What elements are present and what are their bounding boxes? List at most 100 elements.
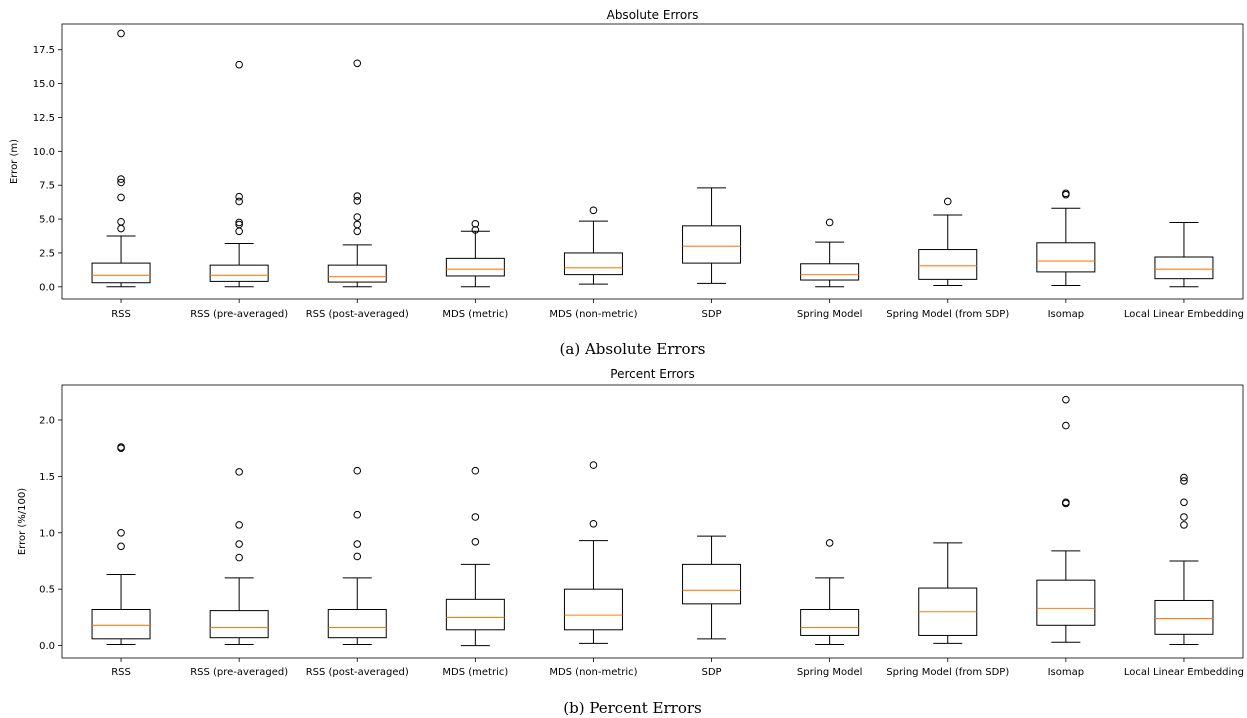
- y-tick-label: 0.0: [39, 282, 55, 293]
- outlier-point: [235, 553, 243, 562]
- outlier-point: [589, 519, 598, 528]
- y-tick-label: 12.5: [33, 113, 55, 124]
- box-mds-metric: [445, 220, 505, 288]
- outlier-point: [471, 513, 480, 521]
- x-tick-label: RSS: [111, 309, 131, 320]
- outlier-point: [943, 197, 952, 206]
- box-rss-pre-averaged: [209, 468, 269, 645]
- box-body: [445, 257, 505, 277]
- x-tick-label: MDS (metric): [442, 309, 508, 320]
- box-body: [91, 262, 151, 284]
- box-sdp: [682, 535, 742, 640]
- box-body: [682, 563, 742, 605]
- x-tick-label: RSS (post-averaged): [306, 309, 409, 320]
- outlier-point: [117, 217, 125, 226]
- box-body: [209, 610, 269, 639]
- outlier-point: [235, 521, 243, 529]
- box-sdp: [682, 187, 742, 284]
- outlier-point: [825, 539, 834, 547]
- outlier-point: [353, 59, 362, 68]
- plot-frame: [61, 23, 1244, 300]
- x-tick-label: RSS (post-averaged): [306, 667, 409, 678]
- outlier-point: [825, 218, 834, 227]
- outlier-point: [235, 60, 243, 69]
- box-body: [327, 264, 387, 283]
- box-rss-pre-averaged: [209, 60, 269, 288]
- y-tick-label: 1.0: [39, 528, 55, 539]
- plot-frame: [61, 384, 1244, 659]
- outlier-point: [353, 540, 362, 548]
- box-body: [1154, 256, 1214, 280]
- outlier-point: [117, 29, 125, 38]
- box-isomap: [1036, 395, 1096, 643]
- box-rss-post-averaged: [327, 59, 387, 288]
- box-body: [563, 588, 623, 631]
- y-axis-label: Error (%/100): [17, 488, 28, 555]
- x-tick-label: RSS: [111, 667, 131, 678]
- box-body: [327, 608, 387, 639]
- outlier-point: [1180, 521, 1188, 529]
- box-spring-model: [800, 218, 860, 288]
- outlier-point: [471, 466, 480, 475]
- outlier-point: [1062, 189, 1070, 198]
- box-local-linear-embedding: [1154, 473, 1214, 645]
- x-tick-label: SDP: [702, 667, 722, 678]
- outlier-point: [589, 461, 598, 469]
- outlier-point: [353, 466, 362, 475]
- outlier-point: [1062, 498, 1070, 507]
- box-mds-metric: [445, 466, 505, 647]
- absolute-errors-panel: Absolute Errors Error (m) 0.0 2.5 5.0 7.5 10.0…: [9, 8, 1244, 358]
- box-body: [209, 264, 269, 282]
- box-rss: [91, 443, 151, 645]
- figure-caption: (b) Percent Errors: [563, 699, 701, 717]
- outlier-point: [589, 206, 598, 215]
- outlier-point: [353, 192, 362, 200]
- outlier-point: [235, 192, 243, 201]
- y-tick-label: 0.5: [39, 585, 55, 596]
- y-tick-label: 15.0: [33, 79, 55, 90]
- outlier-point: [117, 542, 125, 551]
- outlier-point: [235, 227, 243, 236]
- y-axis-label: Error (m): [9, 139, 20, 184]
- x-tick-label: MDS (non-metric): [549, 309, 637, 320]
- outlier-point: [353, 510, 362, 519]
- outlier-point: [117, 178, 125, 187]
- box-body: [445, 598, 505, 631]
- outlier-point: [353, 227, 362, 236]
- outlier-point: [1062, 395, 1070, 404]
- box-spring-model-from-sdp: [918, 542, 978, 644]
- x-tick-label: Isomap: [1048, 309, 1085, 320]
- figure-caption: (a) Absolute Errors: [560, 340, 706, 358]
- y-tick-label: 2.5: [39, 248, 55, 259]
- outlier-point: [235, 197, 243, 206]
- outlier-point: [117, 443, 125, 451]
- y-tick-label: 7.5: [39, 181, 55, 192]
- box-body: [918, 249, 978, 280]
- outlier-point: [1180, 473, 1188, 482]
- box-body: [563, 252, 623, 276]
- outlier-point: [1062, 421, 1070, 430]
- outlier-point: [235, 218, 243, 227]
- outlier-point: [353, 213, 362, 221]
- outlier-point: [235, 220, 243, 229]
- x-tick-label: RSS (pre-averaged): [190, 309, 288, 320]
- box-rss: [91, 29, 151, 288]
- percent-errors-panel: Percent Errors Error (%/100) 0.0 0.5 1.0 1.5 2…: [17, 367, 1244, 717]
- x-tick-label: Spring Model (from SDP): [886, 309, 1009, 320]
- outlier-point: [117, 193, 125, 202]
- outlier-point: [235, 540, 243, 548]
- box-body: [800, 608, 860, 636]
- box-body: [91, 608, 151, 640]
- x-tick-label: Local Linear Embedding: [1124, 309, 1244, 320]
- box-body: [800, 263, 860, 281]
- box-mds-non-metric: [563, 461, 623, 644]
- outlier-point: [353, 552, 362, 561]
- chart-title: Absolute Errors: [607, 8, 699, 22]
- y-tick-label: 1.5: [39, 472, 55, 483]
- outlier-point: [117, 175, 125, 183]
- outlier-point: [353, 220, 362, 229]
- box-body: [682, 225, 742, 264]
- x-tick-label: SDP: [702, 309, 722, 320]
- box-mds-non-metric: [563, 206, 623, 285]
